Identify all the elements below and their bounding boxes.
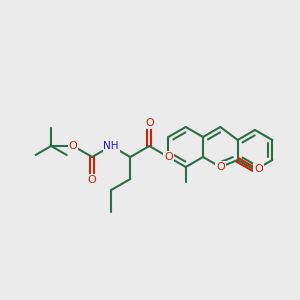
Text: O: O: [254, 164, 262, 174]
Text: O: O: [164, 152, 173, 162]
Text: NH: NH: [103, 141, 119, 151]
Text: O: O: [88, 175, 97, 185]
Text: O: O: [69, 141, 77, 151]
Text: O: O: [145, 118, 154, 128]
Text: O: O: [216, 162, 225, 172]
